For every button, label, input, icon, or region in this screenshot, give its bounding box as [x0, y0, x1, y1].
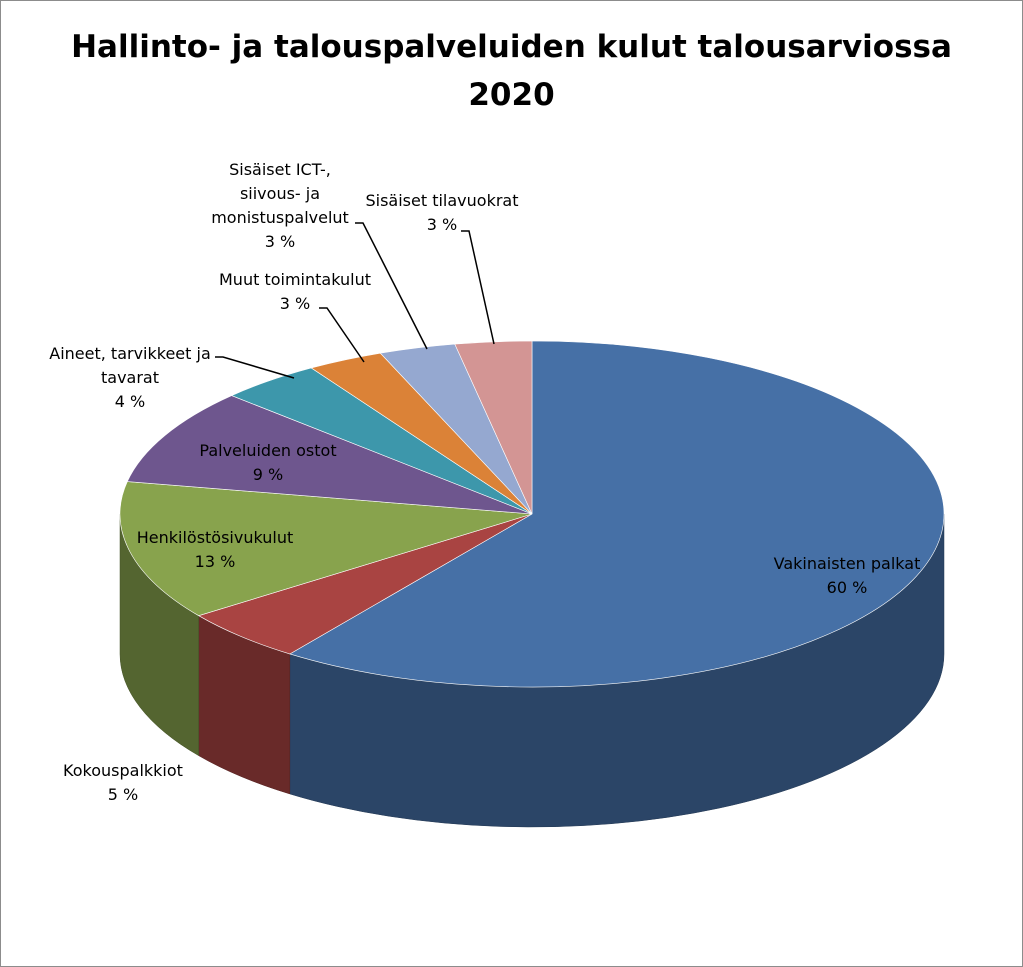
- slice-label-4-line-0: Aineet, tarvikkeet ja: [49, 344, 211, 363]
- data-labels: Vakinaisten palkat 60 % Kokouspalkkiot 5 % H…: [49, 160, 920, 804]
- pie-slice-0: [289, 340, 945, 688]
- slice-label-6-line-1: siivous- ja: [240, 184, 320, 203]
- slice-label-7-line-0: Sisäiset tilavuokrat: [365, 191, 518, 210]
- chart-title: Hallinto- ja talouspalveluiden kulut tal…: [1, 23, 1022, 119]
- slice-value-7: 3 %: [427, 215, 457, 234]
- slice-value-6: 3 %: [265, 232, 295, 251]
- slice-value-4: 4 %: [115, 392, 145, 411]
- slice-value-2: 13 %: [195, 552, 236, 571]
- chart-title-line-2: 2020: [468, 77, 555, 113]
- slice-label-6-line-2: monistuspalvelut: [211, 208, 349, 227]
- leader-line-7: [461, 230, 495, 345]
- slice-label-6-line-0: Sisäiset ICT-,: [229, 160, 331, 179]
- slice-label-2-line-0: Henkilöstösivukulut: [137, 528, 294, 547]
- slice-label-3-line-0: Palveluiden ostot: [199, 441, 336, 460]
- pie-slice-3: [126, 395, 533, 515]
- slice-value-1: 5 %: [108, 785, 138, 804]
- pie-side-layer: [119, 513, 945, 828]
- slice-value-3: 9 %: [253, 465, 283, 484]
- leader-line-5: [319, 307, 365, 363]
- leader-line-4: [215, 356, 295, 379]
- pie-slice-2: [119, 481, 533, 617]
- slice-label-0-line-0: Vakinaisten palkat: [774, 554, 921, 573]
- slice-label-5-line-0: Muut toimintakulut: [219, 270, 371, 289]
- slice-value-0: 60 %: [827, 578, 868, 597]
- leader-line-6: [355, 222, 428, 350]
- data-label-4: Aineet, tarvikkeet ja tavarat 4 %: [49, 344, 211, 411]
- data-label-5: Muut toimintakulut 3 %: [219, 270, 371, 313]
- chart-title-line-1: Hallinto- ja talouspalveluiden kulut tal…: [71, 29, 952, 65]
- pie-top-layer: [119, 340, 945, 688]
- slice-label-4-line-1: tavarat: [101, 368, 159, 387]
- data-label-1: Kokouspalkkiot 5 %: [63, 761, 183, 804]
- data-label-2: Henkilöstösivukulut 13 %: [137, 528, 294, 571]
- slice-value-5: 3 %: [280, 294, 310, 313]
- data-label-3: Palveluiden ostot 9 %: [199, 441, 336, 484]
- data-label-6: Sisäiset ICT-, siivous- ja monistuspalvelu…: [211, 160, 349, 251]
- slice-label-1-line-0: Kokouspalkkiot: [63, 761, 183, 780]
- data-label-7: Sisäiset tilavuokrat 3 %: [365, 191, 518, 234]
- data-label-0: Vakinaisten palkat 60 %: [774, 554, 921, 597]
